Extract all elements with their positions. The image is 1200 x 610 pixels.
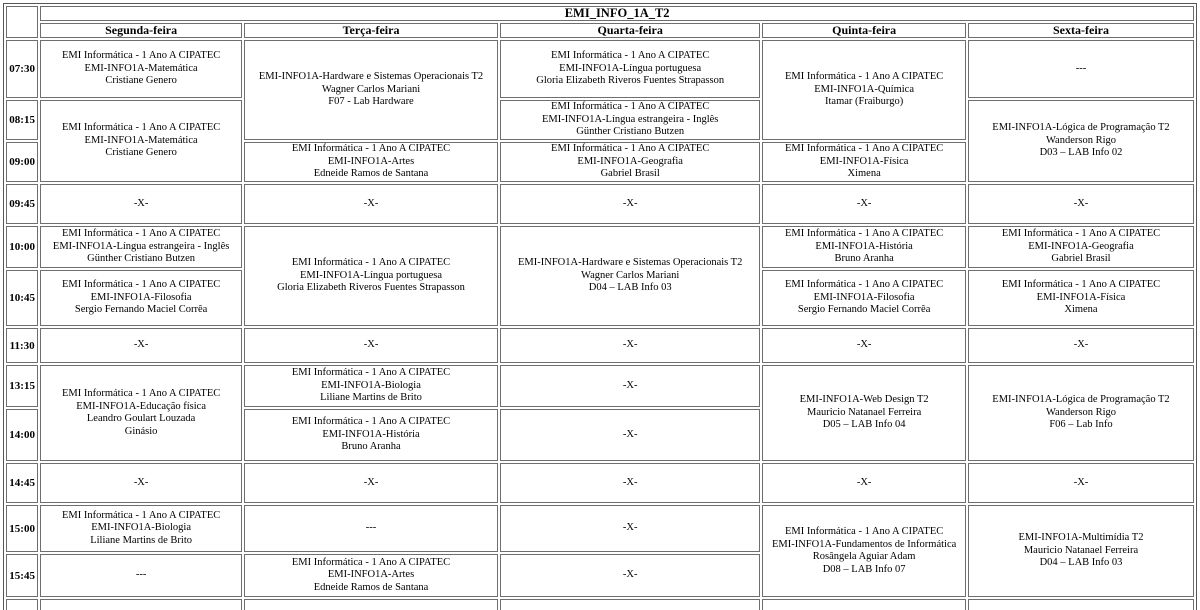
class-cell: EMI Informática - 1 Ano A CIPATEC EMI-IN… <box>967 270 1194 326</box>
table-row-0945: 09:45 -X- -X- -X- -X- -X- <box>6 184 1194 224</box>
time-label: 15:45 <box>6 554 39 597</box>
blocked-slot: -X- <box>243 184 499 224</box>
table-row-0730: 07:30 EMI Informática - 1 Ano A CIPATEC … <box>6 40 1194 140</box>
class-cell: EMI-INFO1A-Hardware e Sistemas Operacion… <box>243 40 499 140</box>
class-cell: EMI Informática - 1 Ano A CIPATEC EMI-IN… <box>40 505 242 552</box>
class-cell: EMI Informática - 1 Ano A CIPATEC EMI-IN… <box>500 100 761 140</box>
blocked-slot: -X- <box>762 463 966 503</box>
blocked-slot: -X- <box>500 328 761 363</box>
day-header-thursday: Quinta-feira <box>762 23 966 38</box>
time-label: 10:00 <box>6 226 39 268</box>
time-label: 14:00 <box>6 409 39 461</box>
class-cell <box>243 599 499 610</box>
blocked-slot: -X- <box>500 365 761 407</box>
class-cell: EMI Informática - 1 Ano A CIPATEC EMI-IN… <box>762 226 966 268</box>
blocked-slot: -X- <box>243 328 499 363</box>
class-cell: EMI Informática - 1 Ano A CIPATEC EMI-IN… <box>40 100 242 182</box>
page-title: EMI_INFO_1A_T2 <box>40 6 1194 21</box>
class-cell: EMI-INFO1A-Hardware e Sistemas Operacion… <box>500 226 761 326</box>
class-cell: EMI Informática - 1 Ano A CIPATEC EMI-IN… <box>500 142 761 182</box>
class-cell: EMI Informática - 1 Ano A CIPATEC EMI-IN… <box>40 226 242 268</box>
blocked-slot: -X- <box>500 463 761 503</box>
blocked-slot: -X- <box>500 554 761 597</box>
time-label: 09:45 <box>6 184 39 224</box>
blocked-slot: -X- <box>40 463 242 503</box>
blocked-slot: -X- <box>967 328 1194 363</box>
time-label: 14:45 <box>6 463 39 503</box>
class-cell: EMI Informática - 1 Ano A CIPATEC EMI-IN… <box>243 226 499 326</box>
time-label: 13:15 <box>6 365 39 407</box>
day-header-tuesday: Terça-feira <box>243 23 499 38</box>
class-cell: EMI Informática - 1 Ano A CIPATEC EMI-IN… <box>762 40 966 140</box>
class-cell: EMI Informática - 1 Ano A CIPATEC EMI-IN… <box>40 40 242 98</box>
table-row-partial <box>6 599 1194 610</box>
class-cell: EMI Informática - 1 Ano A CIPATEC EMI-IN… <box>243 365 499 407</box>
empty-slot: --- <box>40 554 242 597</box>
class-cell: EMI Informática - 1 Ano A CIPATEC EMI-IN… <box>243 142 499 182</box>
table-row-0900: 09:00 EMI Informática - 1 Ano A CIPATEC … <box>6 142 1194 182</box>
time-label: 15:00 <box>6 505 39 552</box>
class-cell: EMI Informática - 1 Ano A CIPATEC EMI-IN… <box>243 554 499 597</box>
class-cell: EMI-INFO1A-Lógica de Programação T2 Wand… <box>967 365 1194 461</box>
day-header-wednesday: Quarta-feira <box>500 23 761 38</box>
title-row: EMI_INFO_1A_T2 <box>6 6 1194 38</box>
time-label: 11:30 <box>6 328 39 363</box>
class-cell <box>500 599 761 610</box>
class-cell: EMI Informática - 1 Ano A CIPATEC EMI-IN… <box>40 365 242 461</box>
class-cell: EMI Informática - 1 Ano A CIPATEC EMI-IN… <box>762 270 966 326</box>
blocked-slot: -X- <box>500 184 761 224</box>
empty-slot: --- <box>967 40 1194 98</box>
blocked-slot: -X- <box>40 328 242 363</box>
table-row-1545: 15:45 --- EMI Informática - 1 Ano A CIPA… <box>6 554 1194 597</box>
class-cell <box>40 599 242 610</box>
class-cell <box>762 599 966 610</box>
class-cell: EMI Informática - 1 Ano A CIPATEC EMI-IN… <box>762 505 966 597</box>
blocked-slot: -X- <box>967 184 1194 224</box>
blocked-slot: -X- <box>500 505 761 552</box>
class-cell: EMI Informática - 1 Ano A CIPATEC EMI-IN… <box>967 226 1194 268</box>
time-label: 07:30 <box>6 40 39 98</box>
timetable: EMI_INFO_1A_T2 Segunda-feira Terça-feira… <box>3 3 1197 610</box>
time-label: 09:00 <box>6 142 39 182</box>
time-label: 10:45 <box>6 270 39 326</box>
blocked-slot: -X- <box>762 328 966 363</box>
day-header-monday: Segunda-feira <box>40 23 242 38</box>
corner-cell <box>6 6 39 38</box>
blocked-slot: -X- <box>40 184 242 224</box>
time-label <box>6 599 39 610</box>
blocked-slot: -X- <box>500 409 761 461</box>
table-row-1315: 13:15 EMI Informática - 1 Ano A CIPATEC … <box>6 365 1194 461</box>
class-cell: EMI-INFO1A-Multimídia T2 Mauricio Natana… <box>967 505 1194 597</box>
day-header-friday: Sexta-feira <box>967 23 1194 38</box>
day-header-row: Segunda-feira Terça-feira Quarta-feira Q… <box>6 23 1194 38</box>
class-cell: EMI-INFO1A-Lógica de Programação T2 Wand… <box>967 100 1194 182</box>
table-row-1000: 10:00 EMI Informática - 1 Ano A CIPATEC … <box>6 226 1194 326</box>
table-row-1500: 15:00 EMI Informática - 1 Ano A CIPATEC … <box>6 505 1194 597</box>
table-row-0815: 08:15 EMI Informática - 1 Ano A CIPATEC … <box>6 100 1194 182</box>
class-cell: EMI Informática - 1 Ano A CIPATEC EMI-IN… <box>40 270 242 326</box>
class-cell: EMI Informática - 1 Ano A CIPATEC EMI-IN… <box>243 409 499 461</box>
class-cell: EMI Informática - 1 Ano A CIPATEC EMI-IN… <box>500 40 761 98</box>
class-cell: EMI-INFO1A-Web Design T2 Mauricio Natana… <box>762 365 966 461</box>
blocked-slot: -X- <box>967 463 1194 503</box>
blocked-slot: -X- <box>762 184 966 224</box>
table-row-1045: 10:45 EMI Informática - 1 Ano A CIPATEC … <box>6 270 1194 326</box>
table-row-1445: 14:45 -X- -X- -X- -X- -X- <box>6 463 1194 503</box>
table-row-1400: 14:00 EMI Informática - 1 Ano A CIPATEC … <box>6 409 1194 461</box>
blocked-slot: -X- <box>243 463 499 503</box>
class-cell <box>967 599 1194 610</box>
class-cell: EMI Informática - 1 Ano A CIPATEC EMI-IN… <box>762 142 966 182</box>
table-row-1130: 11:30 -X- -X- -X- -X- -X- <box>6 328 1194 363</box>
empty-slot: --- <box>243 505 499 552</box>
time-label: 08:15 <box>6 100 39 140</box>
